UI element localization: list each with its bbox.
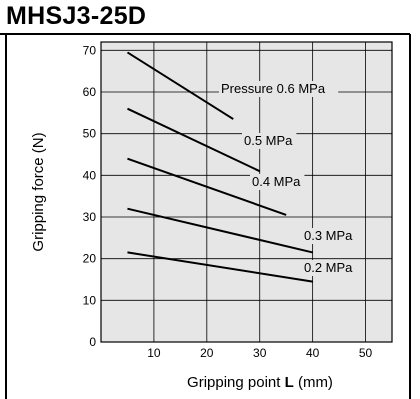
frame-right-border [409,34,411,399]
y-tick-label: 30 [83,210,97,224]
frame-left-border [5,34,7,399]
series-label-bg [302,228,357,244]
y-tick-label: 10 [83,293,97,307]
x-tick-label: 40 [306,346,320,360]
x-tick-label: 50 [359,346,373,360]
series-line [127,107,261,173]
y-tick-label: 0 [89,335,96,349]
series-line [127,157,287,216]
y-tick-label: 60 [83,85,97,99]
series-label: Pressure 0.6 MPa [221,81,326,96]
series-label: 0.2 MPa [304,260,353,275]
tick-labels: 10 20 30 40 50 0 10 20 30 40 50 60 70 [83,43,373,360]
y-tick-label: 20 [83,252,97,266]
series-line [126,51,234,120]
series-label-bg [242,133,297,149]
series-labels: Pressure 0.6 MPa 0.5 MPa 0.4 MPa 0.3 MPa 0.2… [219,81,357,276]
plot-border [100,41,393,343]
series-lines [126,51,313,283]
x-axis-label-unit: (mm) [294,374,333,391]
series-label: 0.4 MPa [252,174,301,189]
series-label-bg [302,260,357,276]
series-label-bg [250,174,305,190]
x-axis-label-prefix: Gripping point [187,374,285,391]
title-underline [0,33,410,35]
y-tick-label: 50 [83,127,97,141]
x-tick-label: 30 [253,346,267,360]
x-axis-label: Gripping point L (mm) [187,374,333,391]
y-axis-label: Gripping force (N) [30,132,47,251]
x-tick-label: 10 [147,346,161,360]
series-line [127,251,313,283]
y-tick-label: 40 [83,168,97,182]
series-label: 0.3 MPa [304,228,353,243]
x-tick-label: 20 [200,346,214,360]
x-axis-label-symbol: L [285,374,294,391]
chart-title: MHSJ3-25D [6,2,147,30]
series-label: 0.5 MPa [244,133,293,148]
series-label-bg [219,81,339,97]
series-line [127,207,313,254]
y-tick-label: 70 [83,43,97,57]
